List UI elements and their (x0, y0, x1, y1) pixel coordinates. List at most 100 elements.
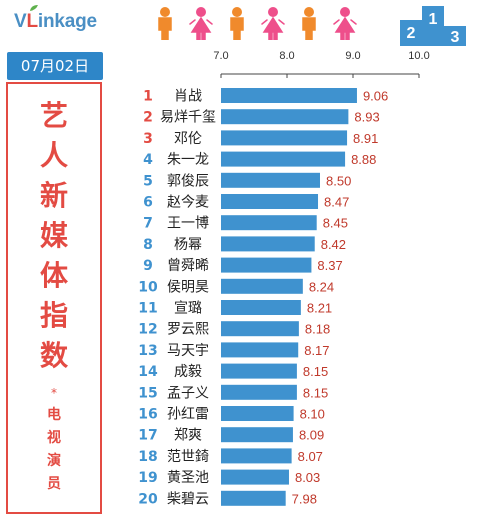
bar (221, 363, 297, 379)
category-label: 柴碧云 (167, 491, 209, 507)
date-badge: 07月02日 (7, 52, 103, 80)
value-label: 8.45 (323, 216, 348, 231)
value-label: 8.50 (326, 173, 351, 188)
category-label: 朱一龙 (167, 152, 209, 168)
value-label: 8.88 (351, 152, 376, 167)
category-label: 侯明昊 (167, 279, 209, 295)
side-title-char: 指 (39, 299, 68, 332)
x-tick-label: 7.0 (213, 50, 228, 62)
rank-label: 1 (143, 89, 153, 105)
bar (221, 215, 317, 231)
person-orange-icon (230, 7, 244, 40)
category-label: 邓伦 (174, 131, 202, 147)
value-label: 7.98 (292, 491, 317, 506)
category-label: 范世錡 (167, 448, 209, 465)
value-label: 8.07 (298, 449, 323, 464)
value-label: 8.24 (309, 279, 334, 294)
rank-label: 12 (138, 322, 157, 338)
logo-l: L (26, 11, 38, 32)
x-tick-label: 8.0 (279, 50, 294, 62)
rank-label: 4 (143, 152, 153, 168)
category-label: 孙红雷 (167, 407, 209, 423)
rank-label: 13 (138, 343, 157, 359)
logo-v: V (14, 11, 27, 32)
rank-label: 15 (138, 385, 157, 401)
value-label: 8.93 (354, 110, 379, 125)
value-label: 8.03 (295, 470, 320, 485)
bar (221, 384, 297, 400)
rank-label: 20 (138, 491, 158, 507)
side-title-char: 媒 (39, 219, 68, 252)
podium-rank-3: 3 (451, 29, 460, 46)
podium-rank-2: 2 (407, 25, 416, 42)
person-orange-icon (302, 7, 316, 40)
bar (221, 342, 299, 358)
rank-label: 11 (138, 301, 157, 317)
person-orange-icon (158, 7, 172, 40)
bar (221, 151, 346, 167)
rank-label: 16 (138, 407, 157, 423)
side-subtitle: 电 视 演 员 (8, 404, 100, 496)
bar (221, 278, 303, 294)
bar (221, 448, 292, 464)
rank-label: 8 (143, 237, 153, 253)
category-label: 赵今麦 (167, 195, 209, 211)
rank-label: 2 (143, 110, 153, 126)
rank-label: 5 (143, 173, 153, 189)
bar (221, 88, 357, 103)
person-pink-icon (333, 7, 357, 40)
bar (221, 194, 319, 209)
category-label: 罗云熙 (167, 322, 209, 338)
rank-label: 3 (143, 131, 153, 147)
value-label: 8.09 (299, 428, 324, 443)
bar (221, 469, 289, 485)
category-label: 杨幂 (174, 237, 202, 253)
side-panel: 艺 人 新 媒 体 指 数 * 电 视 演 员 (6, 82, 102, 514)
person-pink-icon (189, 7, 213, 40)
category-label: 宣璐 (174, 301, 202, 317)
side-title: 艺 人 新 媒 体 指 数 (8, 96, 100, 376)
value-label: 8.15 (303, 385, 328, 400)
value-label: 9.06 (363, 89, 388, 104)
category-label: 肖战 (174, 89, 202, 105)
side-title-char: 艺 (39, 99, 68, 132)
bar (221, 257, 312, 273)
podium-rank-1: 1 (429, 11, 438, 28)
x-tick-label: 10.0 (408, 50, 429, 62)
value-label: 8.47 (324, 195, 349, 210)
category-label: 马天宇 (167, 343, 209, 359)
rank-label: 6 (143, 195, 153, 211)
side-title-char: 数 (39, 339, 68, 372)
side-sub-char: 演 (47, 453, 61, 469)
vlinkage-logo: VLinkage (14, 10, 97, 34)
category-label: 黄圣池 (167, 469, 209, 486)
value-label: 8.17 (304, 343, 329, 358)
side-star: * (51, 386, 57, 400)
side-sub-char: 员 (47, 476, 61, 492)
person-pink-icon (261, 7, 285, 40)
x-tick-label: 9.0 (345, 50, 360, 62)
bar (221, 236, 315, 252)
rank-label: 17 (138, 428, 157, 444)
rank-label: 18 (138, 449, 157, 465)
rank-label: 14 (138, 364, 158, 380)
category-label: 王一博 (167, 215, 209, 232)
value-label: 8.21 (307, 301, 332, 316)
category-label: 易烊千玺 (160, 110, 216, 126)
category-label: 成毅 (174, 363, 202, 380)
value-label: 8.42 (321, 237, 346, 252)
category-label: 曾舜晞 (167, 258, 209, 274)
rank-label: 9 (143, 258, 153, 274)
bar (221, 109, 349, 125)
rank-label: 7 (143, 216, 153, 232)
bar (221, 300, 301, 315)
value-label: 8.15 (303, 364, 328, 379)
bar (221, 172, 320, 188)
side-sub-char: 电 (47, 407, 61, 423)
rank-label: 19 (138, 470, 157, 486)
podium-icon: 2 1 3 (400, 6, 466, 46)
category-label: 孟子义 (167, 385, 209, 401)
logo-leaf-icon (30, 5, 38, 11)
